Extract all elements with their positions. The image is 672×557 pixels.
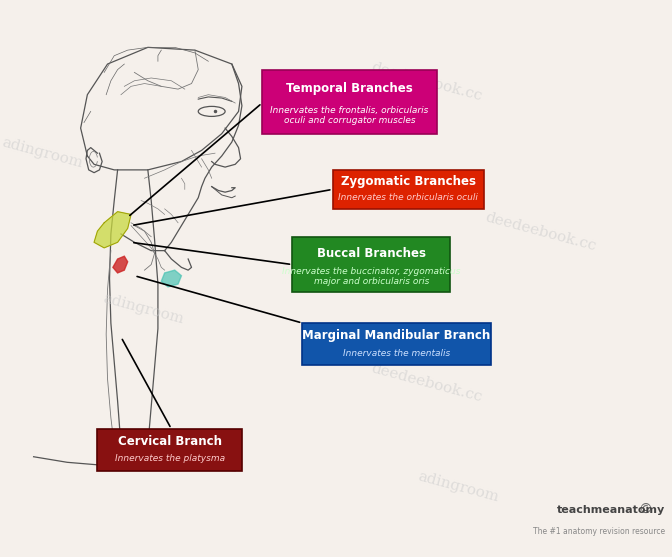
- Text: teachmeanatomy: teachmeanatomy: [557, 505, 665, 515]
- Polygon shape: [113, 256, 128, 273]
- Text: adingroom: adingroom: [0, 135, 84, 170]
- Text: Innervates the mentalis: Innervates the mentalis: [343, 349, 450, 358]
- FancyBboxPatch shape: [302, 323, 491, 365]
- Text: Zygomatic Branches: Zygomatic Branches: [341, 175, 476, 188]
- Text: Marginal Mandibular Branch: Marginal Mandibular Branch: [302, 329, 491, 342]
- Text: deedeebook.cc: deedeebook.cc: [484, 211, 598, 253]
- Polygon shape: [94, 212, 131, 248]
- Text: ©: ©: [638, 502, 652, 517]
- Text: Cervical Branch: Cervical Branch: [118, 435, 222, 448]
- Polygon shape: [161, 270, 181, 287]
- Text: Innervates the platysma: Innervates the platysma: [115, 455, 224, 463]
- FancyBboxPatch shape: [262, 70, 437, 134]
- Text: Innervates the frontalis, orbicularis
oculi and corrugator muscles: Innervates the frontalis, orbicularis oc…: [270, 106, 429, 125]
- Text: deedeebook.cc: deedeebook.cc: [370, 361, 484, 404]
- Text: Buccal Branches: Buccal Branches: [317, 247, 426, 260]
- Text: Temporal Branches: Temporal Branches: [286, 82, 413, 95]
- Text: deedeebook.cc: deedeebook.cc: [370, 60, 484, 103]
- Text: adingroom: adingroom: [101, 291, 185, 326]
- Text: Innervates the buccinator, zygomaticus
major and orbicularis oris: Innervates the buccinator, zygomaticus m…: [282, 267, 460, 286]
- Text: The #1 anatomy revision resource: The #1 anatomy revision resource: [533, 527, 665, 536]
- FancyBboxPatch shape: [97, 429, 242, 471]
- Text: Innervates the orbicularis oculi: Innervates the orbicularis oculi: [338, 193, 478, 202]
- Text: adingroom: adingroom: [417, 469, 501, 504]
- FancyBboxPatch shape: [292, 237, 450, 292]
- FancyBboxPatch shape: [333, 170, 484, 209]
